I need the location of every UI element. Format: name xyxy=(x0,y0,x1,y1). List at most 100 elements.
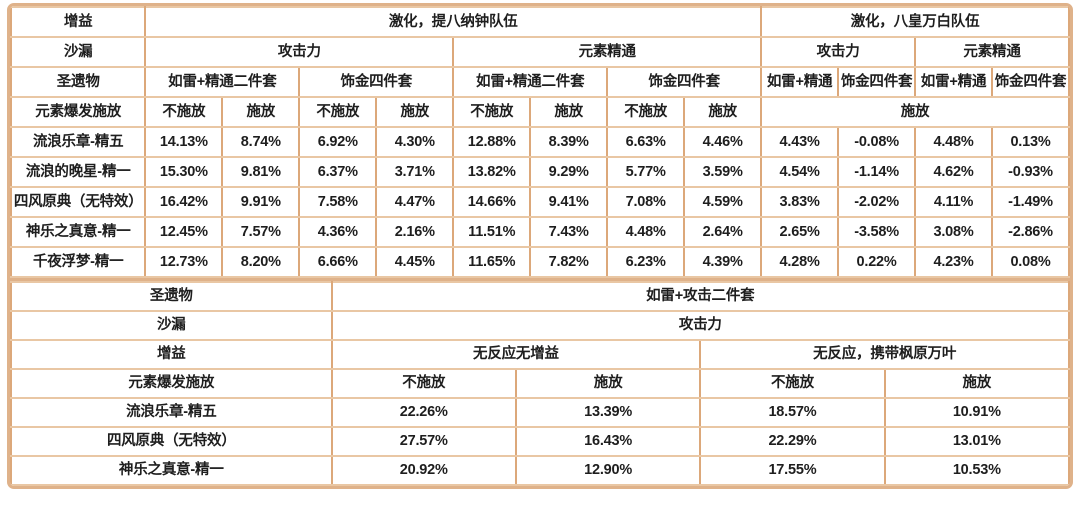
value-cell: 7.58% xyxy=(298,186,378,218)
value-cell: 12.45% xyxy=(144,216,224,248)
value-cell: 0.13% xyxy=(991,126,1070,158)
value-cell: 6.37% xyxy=(298,156,378,188)
value-cell: 16.43% xyxy=(514,426,702,457)
header-cell: 施放 xyxy=(514,368,702,399)
value-cell: 4.62% xyxy=(914,156,994,188)
value-cell: 7.08% xyxy=(606,186,686,218)
value-cell: 22.26% xyxy=(330,397,517,428)
row-label: 流浪乐章-精五 xyxy=(10,126,147,158)
header-cell: 饰金四件套 xyxy=(606,66,763,98)
header-cell: 不施放 xyxy=(452,96,532,128)
value-cell: 6.63% xyxy=(606,126,686,158)
value-cell: 8.39% xyxy=(529,126,609,158)
header-cell: 元素精通 xyxy=(914,36,1070,68)
value-cell: 8.74% xyxy=(221,126,301,158)
header-cell: 攻击力 xyxy=(760,36,917,68)
value-cell: 11.51% xyxy=(452,216,532,248)
value-cell: 4.46% xyxy=(683,126,763,158)
value-cell: 4.11% xyxy=(914,186,994,218)
header-cell: 饰金四件套 xyxy=(298,66,455,98)
table-row: 流浪乐章-精五 14.13% 8.74% 6.92% 4.30% 12.88% 8.39% 6… xyxy=(10,126,1070,158)
header-cell: 攻击力 xyxy=(330,310,1070,341)
value-cell: 3.59% xyxy=(683,156,763,188)
header-cell: 不施放 xyxy=(330,368,517,399)
header-cell: 如雷+精通 xyxy=(760,66,840,98)
value-cell: 9.91% xyxy=(221,186,301,218)
value-cell: 9.41% xyxy=(529,186,609,218)
table-row: 神乐之真意-精一 12.45% 7.57% 4.36% 2.16% 11.51% 7.43%… xyxy=(10,216,1070,248)
header-row: 元素爆发施放 不施放 施放 不施放 施放 xyxy=(10,368,1070,399)
header-row: 圣遗物 如雷+攻击二件套 xyxy=(10,281,1070,312)
value-cell: -0.93% xyxy=(991,156,1070,188)
value-cell: 6.23% xyxy=(606,246,686,278)
value-cell: 20.92% xyxy=(330,455,517,486)
header-cell: 无反应无增益 xyxy=(330,339,702,370)
value-cell: 7.57% xyxy=(221,216,301,248)
value-cell: 7.43% xyxy=(529,216,609,248)
table-row: 神乐之真意-精一 20.92% 12.90% 17.55% 10.53% xyxy=(10,455,1070,486)
value-cell: -1.49% xyxy=(991,186,1070,218)
header-cell: 攻击力 xyxy=(144,36,455,68)
value-cell: 3.71% xyxy=(375,156,455,188)
value-cell: 8.20% xyxy=(221,246,301,278)
value-cell: 0.08% xyxy=(991,246,1070,278)
table-row: 千夜浮梦-精一 12.73% 8.20% 6.66% 4.45% 11.65% 7.82% 6… xyxy=(10,246,1070,278)
row-label: 流浪乐章-精五 xyxy=(10,397,333,428)
value-cell: -1.14% xyxy=(837,156,917,188)
header-cell: 饰金四件套 xyxy=(991,66,1070,98)
row-label: 千夜浮梦-精一 xyxy=(10,246,147,278)
table-row: 流浪乐章-精五 22.26% 13.39% 18.57% 10.91% xyxy=(10,397,1070,428)
value-cell: 13.39% xyxy=(514,397,702,428)
header-row: 增益 无反应无增益 无反应，携带枫原万叶 xyxy=(10,339,1070,370)
weapon-comparison-sheet: 增益 激化，提八纳钟队伍 激化，八皇万白队伍 沙漏 攻击力 元素精通 攻击力 元素精通 圣遗物如… xyxy=(7,3,1073,489)
table-row: 四风原典（无特效） 27.57% 16.43% 22.29% 13.01% xyxy=(10,426,1070,457)
value-cell: 2.64% xyxy=(683,216,763,248)
value-cell: 18.57% xyxy=(699,397,886,428)
header-cell: 沙漏 xyxy=(10,36,147,68)
header-cell: 施放 xyxy=(683,96,763,128)
value-cell: -2.02% xyxy=(837,186,917,218)
value-cell: 7.82% xyxy=(529,246,609,278)
value-cell: 12.73% xyxy=(144,246,224,278)
value-cell: 4.28% xyxy=(760,246,840,278)
row-label: 四风原典（无特效） xyxy=(10,186,147,218)
value-cell: 12.90% xyxy=(514,455,702,486)
header-cell: 元素精通 xyxy=(452,36,763,68)
value-cell: 4.45% xyxy=(375,246,455,278)
header-row: 增益 激化，提八纳钟队伍 激化，八皇万白队伍 xyxy=(10,6,1070,38)
value-cell: 9.81% xyxy=(221,156,301,188)
value-cell: 17.55% xyxy=(699,455,886,486)
header-cell: 不施放 xyxy=(606,96,686,128)
header-cell: 施放 xyxy=(760,96,1070,128)
header-cell: 沙漏 xyxy=(10,310,333,341)
table-separator xyxy=(10,278,1070,281)
row-label: 四风原典（无特效） xyxy=(10,426,333,457)
value-cell: -2.86% xyxy=(991,216,1070,248)
value-cell: 4.47% xyxy=(375,186,455,218)
header-cell: 如雷+精通二件套 xyxy=(452,66,609,98)
value-cell: 13.01% xyxy=(883,426,1070,457)
value-cell: 22.29% xyxy=(699,426,886,457)
header-row: 沙漏 攻击力 xyxy=(10,310,1070,341)
value-cell: -0.08% xyxy=(837,126,917,158)
header-cell: 元素爆发施放 xyxy=(10,96,147,128)
header-cell: 增益 xyxy=(10,6,147,38)
value-cell: 4.48% xyxy=(606,216,686,248)
row-label: 神乐之真意-精一 xyxy=(10,216,147,248)
header-cell: 如雷+攻击二件套 xyxy=(330,281,1070,312)
lower-comparison-table: 圣遗物 如雷+攻击二件套 沙漏 攻击力 增益 无反应无增益 无反应，携带枫原万叶 元素爆发施放… xyxy=(10,281,1070,486)
value-cell: 12.88% xyxy=(452,126,532,158)
header-cell: 饰金四件套 xyxy=(837,66,917,98)
row-label: 流浪的晚星-精一 xyxy=(10,156,147,188)
value-cell: 27.57% xyxy=(330,426,517,457)
header-row: 沙漏 攻击力 元素精通 攻击力 元素精通 xyxy=(10,36,1070,68)
value-cell: 10.91% xyxy=(883,397,1070,428)
table-row: 四风原典（无特效） 16.42% 9.91% 7.58% 4.47% 14.66% 9.41… xyxy=(10,186,1070,218)
header-row: 元素爆发施放 不施放 施放 不施放 施放 不施放 施放 不施放 施放 施放 xyxy=(10,96,1070,128)
header-cell: 圣遗物 xyxy=(10,66,147,98)
value-cell: 16.42% xyxy=(144,186,224,218)
value-cell: 13.82% xyxy=(452,156,532,188)
value-cell: 4.54% xyxy=(760,156,840,188)
header-cell: 无反应，携带枫原万叶 xyxy=(699,339,1070,370)
value-cell: 4.43% xyxy=(760,126,840,158)
